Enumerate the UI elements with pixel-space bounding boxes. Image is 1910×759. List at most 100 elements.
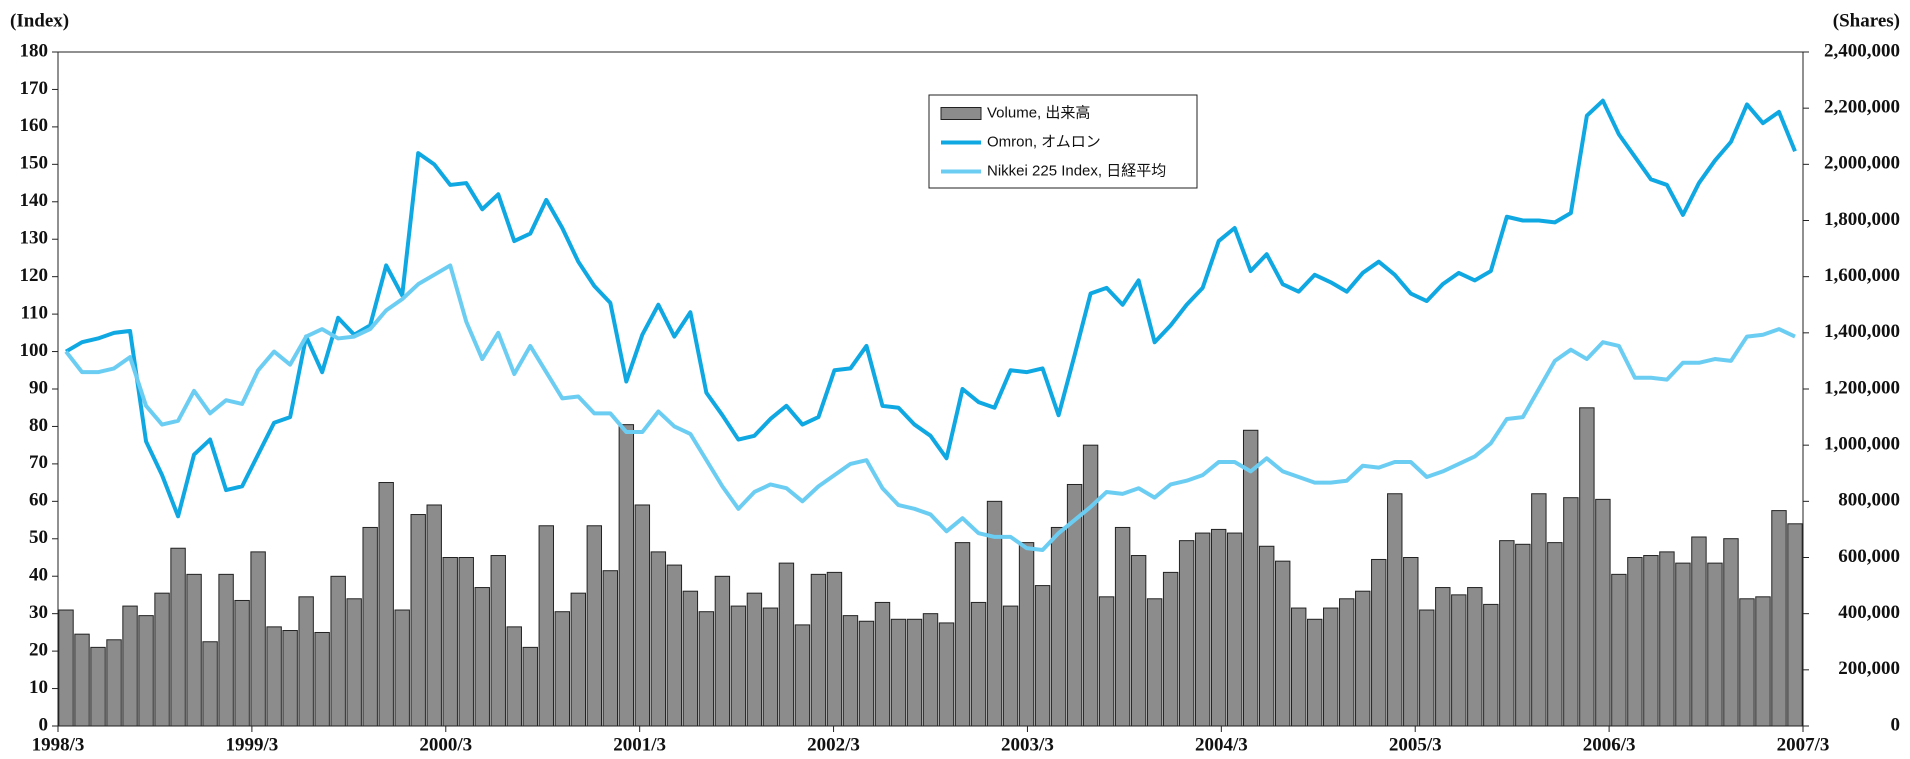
bar (1098, 596, 1115, 727)
bar (970, 601, 987, 727)
y-tick-label: 90 (29, 377, 48, 398)
bar (522, 646, 538, 727)
bar (1274, 560, 1291, 727)
bar (1130, 555, 1147, 727)
y-tick-label: 50 (29, 527, 48, 548)
bar (1515, 543, 1531, 727)
legend: Volume, 出来高 Omron, オムロン Nikkei 225 Index, … (928, 94, 1198, 189)
y2-tick-label: 400,000 (1838, 602, 1900, 623)
y-tick-label: 120 (20, 265, 49, 286)
y2-tick-label: 1,800,000 (1824, 209, 1900, 230)
bar (1355, 590, 1371, 727)
y-tick-label: 10 (29, 677, 48, 698)
y-tick-label: 60 (29, 490, 48, 511)
y2-tick-label: 800,000 (1838, 490, 1900, 511)
bar (250, 551, 266, 727)
bar (474, 587, 490, 727)
bar (1483, 603, 1499, 727)
bar (554, 611, 570, 727)
x-tick-label: 2006/3 (1583, 734, 1636, 755)
y-tick-label: 170 (20, 78, 49, 99)
y2-tick-label: 1,600,000 (1824, 265, 1900, 286)
bar (1258, 545, 1275, 727)
bar (1210, 528, 1227, 727)
bar (1323, 607, 1339, 727)
bar (1611, 573, 1627, 727)
bar (1691, 536, 1707, 727)
bar (1082, 444, 1099, 727)
bar (1659, 551, 1675, 727)
y-tick-label: 140 (20, 190, 49, 211)
bar (1371, 558, 1387, 727)
bar (1162, 571, 1179, 727)
line (64, 263, 1796, 553)
bar (1595, 498, 1611, 727)
bar (1114, 526, 1131, 727)
bar (570, 592, 587, 727)
y2-tick-label: 200,000 (1838, 658, 1900, 679)
bar (682, 590, 699, 727)
legend-swatch (940, 107, 982, 120)
bar (362, 526, 378, 727)
bar (602, 570, 619, 727)
legend-label: Nikkei 225 Index, 日経平均 (987, 162, 1166, 179)
bar (1146, 598, 1163, 727)
bar (1755, 596, 1771, 727)
bar (1034, 585, 1051, 727)
bar (298, 596, 314, 727)
bar (90, 646, 106, 727)
y2-tick-label: 1,000,000 (1824, 434, 1900, 455)
y2-tick-label: 2,400,000 (1824, 40, 1900, 61)
bar (1723, 538, 1739, 727)
y-tick-label: 0 (39, 714, 49, 735)
bar (346, 598, 362, 727)
legend-label: Volume, 出来高 (987, 104, 1090, 121)
x-tick-label: 2007/3 (1777, 734, 1830, 755)
bar (266, 626, 282, 727)
bar (458, 557, 474, 727)
bar (426, 504, 442, 727)
bar (1002, 605, 1019, 727)
bar (1579, 407, 1595, 727)
bar (1451, 594, 1467, 727)
y2-tick-label: 1,400,000 (1824, 321, 1900, 342)
bar (1242, 429, 1259, 727)
bar (650, 551, 667, 727)
bar (1018, 542, 1035, 727)
bar (314, 631, 330, 727)
y-axis-label: (Index) (10, 10, 69, 31)
bar (410, 514, 426, 727)
x-tick-label: 2001/3 (613, 734, 666, 755)
y-tick-label: 150 (20, 153, 49, 174)
legend-label: Omron, オムロン (987, 133, 1101, 150)
y-tick-label: 110 (21, 302, 48, 323)
bar (762, 607, 779, 727)
y-tick-label: 130 (20, 228, 49, 249)
bar (1547, 542, 1563, 727)
bar (442, 557, 458, 727)
y-tick-label: 160 (20, 115, 49, 136)
y-tick-label: 20 (29, 639, 48, 660)
bar (826, 571, 843, 727)
bar (74, 633, 90, 727)
bar (1643, 555, 1659, 727)
bar (234, 599, 250, 727)
bar (1675, 562, 1691, 727)
bar (922, 613, 939, 727)
bar (1499, 540, 1515, 727)
bar (330, 575, 346, 727)
y2-tick-label: 0 (1891, 714, 1901, 735)
bar (730, 605, 747, 727)
bar (794, 624, 811, 727)
bar (1739, 598, 1755, 727)
bar (586, 525, 603, 727)
x-tick-label: 1998/3 (32, 734, 85, 755)
bar (1467, 587, 1483, 727)
y2-tick-label: 600,000 (1838, 546, 1900, 567)
bar (186, 573, 202, 727)
bar (666, 564, 683, 727)
bar (122, 605, 138, 727)
bar (842, 615, 859, 727)
bar (1339, 598, 1355, 727)
